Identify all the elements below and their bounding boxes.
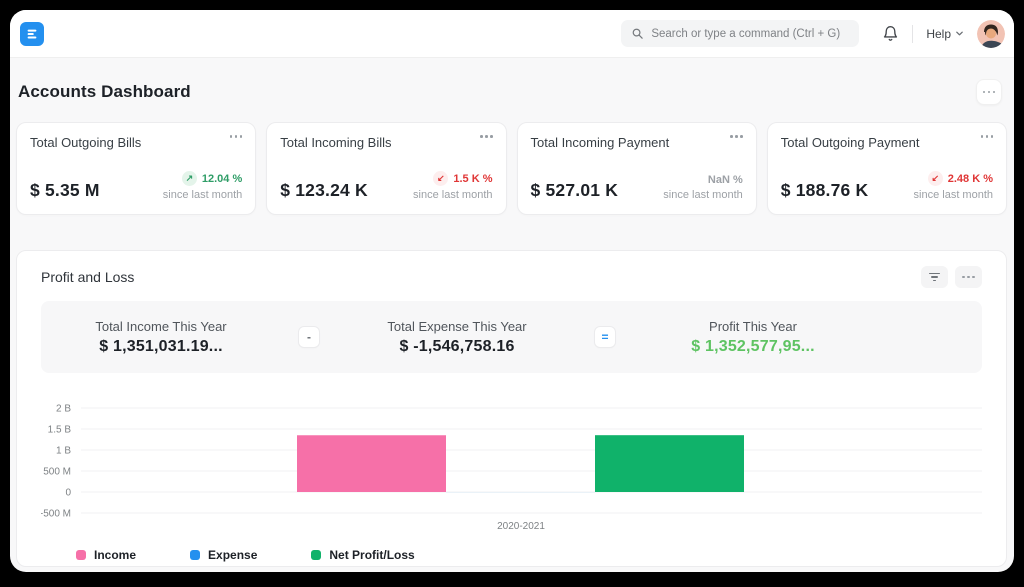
ellipsis-icon [982, 90, 996, 94]
stat-change: ↗ 12.04 % [163, 171, 242, 186]
stat-card-value: $ 188.76 K [780, 180, 869, 200]
svg-text:1 B: 1 B [56, 446, 71, 457]
card-menu-ellipsis-icon[interactable] [229, 135, 243, 138]
app-logo-icon[interactable] [20, 21, 44, 46]
stat-cards-row: Total Outgoing Bills $ 5.35 M ↗ 12.04 % … [10, 122, 1014, 215]
svg-text:-500 M: -500 M [41, 509, 71, 520]
stat-change-value: 12.04 % [201, 172, 243, 185]
search-icon [632, 28, 644, 39]
summary-value: $ 1,351,031.19... [99, 337, 223, 355]
stat-card-title: Total Outgoing Payment [780, 135, 920, 150]
trend-down-icon: ↙ [433, 171, 449, 186]
legend-item-income[interactable]: Income [76, 548, 136, 562]
notifications-button[interactable] [882, 25, 899, 42]
summary-label: Profit This Year [709, 318, 797, 334]
summary-profit: Profit This Year $ 1,352,577,95... [641, 319, 865, 356]
summary-label: Total Expense This Year [387, 318, 527, 334]
stat-card-total-outgoing-payment: Total Outgoing Payment $ 188.76 K ↙ 2.48… [766, 122, 1007, 215]
minus-operator-icon: - [299, 327, 319, 347]
bar-chart[interactable]: 2 B 1.5 B 1 B 500 M 0 -500 M 2020-2021 [40, 400, 984, 536]
svg-text:0: 0 [65, 488, 71, 499]
legend-item-expense[interactable]: Expense [190, 548, 257, 562]
net-profit-loss-swatch-icon [311, 550, 322, 560]
stat-note: since last month [913, 189, 993, 201]
app-window: Search or type a command (Ctrl + G) Help [10, 10, 1014, 572]
trend-down-icon: ↙ [927, 171, 943, 186]
summary-total-expense: Total Expense This Year $ -1,546,758.16 [345, 319, 569, 356]
chevron-down-icon [956, 31, 963, 36]
chart-menu-button[interactable] [955, 266, 982, 288]
stat-change-value: 2.48 K % [947, 172, 993, 185]
stat-card-total-incoming-bills: Total Incoming Bills $ 123.24 K ↙ 1.5 K … [266, 122, 507, 215]
chart-legend: Income Expense Net Profit/Loss [41, 548, 982, 562]
stat-change: NaN % [663, 174, 743, 186]
help-menu-button[interactable]: Help [926, 27, 964, 41]
svg-text:500 M: 500 M [43, 467, 71, 478]
logo-glyph-icon [27, 29, 37, 38]
stat-change-value: NaN % [707, 174, 743, 186]
stat-card-total-outgoing-bills: Total Outgoing Bills $ 5.35 M ↗ 12.04 % … [16, 122, 257, 215]
card-menu-ellipsis-icon[interactable] [730, 135, 743, 138]
card-menu-ellipsis-icon[interactable] [980, 135, 993, 138]
search-placeholder: Search or type a command (Ctrl + G) [651, 27, 841, 40]
stat-card-title: Total Incoming Payment [530, 135, 670, 150]
stat-card-total-incoming-payment: Total Incoming Payment $ 527.01 K NaN % … [516, 122, 757, 215]
stat-change: ↙ 2.48 K % [914, 171, 993, 186]
profit-loss-card: Profit and Loss Total Income This Year $… [16, 250, 1007, 567]
svg-text:2 B: 2 B [56, 404, 71, 415]
top-navbar: Search or type a command (Ctrl + G) Help [10, 10, 1014, 58]
summary-label: Total Income This Year [95, 318, 227, 334]
stat-change-value: 1.5 K % [453, 172, 493, 185]
legend-label: Income [94, 548, 137, 562]
card-menu-ellipsis-icon[interactable] [480, 135, 493, 138]
stat-change: ↙ 1.5 K % [413, 171, 493, 186]
legend-label: Expense [208, 548, 258, 562]
stat-card-title: Total Incoming Bills [280, 135, 392, 150]
page-menu-button[interactable] [976, 79, 1002, 105]
filter-button[interactable] [921, 266, 948, 288]
legend-item-net-profit-loss[interactable]: Net Profit/Loss [311, 548, 415, 562]
trend-up-icon: ↗ [181, 171, 197, 186]
profit-loss-chart: 2 B 1.5 B 1 B 500 M 0 -500 M 2020-2021 Income … [40, 400, 984, 562]
filter-icon [929, 272, 940, 282]
stat-card-title: Total Outgoing Bills [30, 135, 142, 150]
summary-value: $ -1,546,758.16 [399, 337, 515, 355]
stat-note: since last month [413, 189, 493, 201]
stat-note: since last month [162, 189, 243, 201]
stat-card-value: $ 5.35 M [30, 180, 100, 200]
summary-value: $ 1,352,577,95... [691, 337, 815, 355]
equals-operator-icon: = [595, 327, 615, 347]
profit-loss-title: Profit and Loss [41, 269, 135, 285]
stat-note: since last month [663, 189, 743, 201]
svg-text:2020-2021: 2020-2021 [497, 521, 545, 532]
summary-strip: Total Income This Year $ 1,351,031.19...… [41, 301, 982, 373]
svg-text:1.5 B: 1.5 B [48, 425, 72, 436]
search-input[interactable]: Search or type a command (Ctrl + G) [621, 20, 860, 47]
page-title: Accounts Dashboard [18, 82, 191, 101]
ellipsis-icon [962, 275, 975, 279]
expense-swatch-icon [190, 550, 201, 560]
stat-card-value: $ 123.24 K [280, 180, 368, 200]
income-swatch-icon [76, 550, 86, 560]
summary-total-income: Total Income This Year $ 1,351,031.19... [49, 319, 273, 356]
avatar-image [977, 19, 1005, 48]
page-header: Accounts Dashboard [10, 58, 1014, 122]
help-label: Help [926, 26, 951, 41]
user-avatar[interactable] [977, 19, 1005, 48]
bell-icon [884, 26, 898, 41]
header-divider [912, 24, 914, 43]
stat-card-value: $ 527.01 K [530, 180, 619, 200]
legend-label: Net Profit/Loss [329, 548, 415, 562]
